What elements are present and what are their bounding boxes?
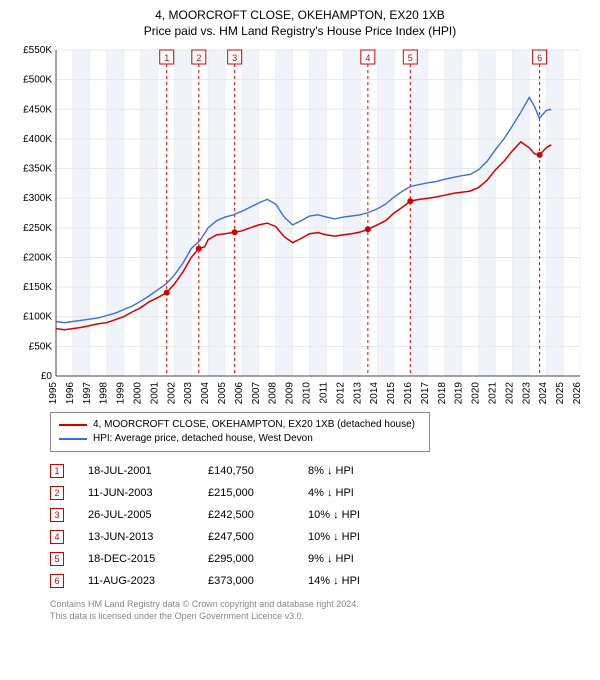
sales-table: 1 18-JUL-2001£140,7508% ↓ HPI 2 11-JUN-2003… — [50, 460, 592, 592]
svg-text:2019: 2019 — [454, 382, 465, 404]
legend-swatch — [59, 424, 87, 426]
legend-label: HPI: Average price, detached house, West… — [93, 432, 313, 446]
sale-price: £373,000 — [208, 575, 308, 587]
svg-text:1: 1 — [164, 53, 169, 63]
svg-text:£350K: £350K — [23, 164, 52, 175]
svg-text:2022: 2022 — [504, 382, 515, 404]
sale-date: 18-JUL-2001 — [88, 465, 208, 477]
svg-text:2023: 2023 — [521, 382, 532, 404]
legend-swatch — [59, 438, 87, 440]
sale-date: 26-JUL-2005 — [88, 509, 208, 521]
svg-text:2011: 2011 — [318, 382, 329, 404]
sale-diff: 10% ↓ HPI — [308, 531, 428, 543]
legend-row: HPI: Average price, detached house, West… — [59, 432, 421, 446]
chart-container: 4, MOORCROFT CLOSE, OKEHAMPTON, EX20 1XB… — [0, 0, 600, 680]
svg-text:2005: 2005 — [217, 382, 228, 404]
legend-row: 4, MOORCROFT CLOSE, OKEHAMPTON, EX20 1XB… — [59, 418, 421, 432]
svg-text:2025: 2025 — [555, 382, 566, 404]
svg-text:1996: 1996 — [65, 382, 76, 404]
sales-row: 4 13-JUN-2013£247,50010% ↓ HPI — [50, 526, 592, 548]
svg-text:2004: 2004 — [200, 382, 211, 404]
sale-diff: 10% ↓ HPI — [308, 509, 428, 521]
svg-text:2013: 2013 — [352, 382, 363, 404]
chart: £0 £50K £100K £150K £200K £250K £300K £350K £400… — [8, 44, 592, 404]
sale-marker-box: 5 — [50, 552, 64, 566]
svg-text:1999: 1999 — [116, 382, 127, 404]
svg-text:1998: 1998 — [99, 382, 110, 404]
svg-text:£450K: £450K — [23, 104, 52, 115]
footer-line2: This data is licensed under the Open Gov… — [50, 610, 592, 622]
sale-price: £247,500 — [208, 531, 308, 543]
sale-date: 13-JUN-2013 — [88, 531, 208, 543]
svg-text:2: 2 — [196, 53, 201, 63]
svg-text:2018: 2018 — [437, 382, 448, 404]
sale-price: £140,750 — [208, 465, 308, 477]
svg-text:2026: 2026 — [572, 382, 583, 404]
sale-diff: 4% ↓ HPI — [308, 487, 428, 499]
sales-row: 1 18-JUL-2001£140,7508% ↓ HPI — [50, 460, 592, 482]
footer: Contains HM Land Registry data © Crown c… — [50, 598, 592, 622]
svg-text:£400K: £400K — [23, 134, 52, 145]
svg-text:1995: 1995 — [48, 382, 59, 404]
svg-text:2009: 2009 — [285, 382, 296, 404]
svg-text:£150K: £150K — [23, 282, 52, 293]
svg-text:2001: 2001 — [149, 382, 160, 404]
sale-date: 11-JUN-2003 — [88, 487, 208, 499]
sale-date: 18-DEC-2015 — [88, 553, 208, 565]
svg-text:2015: 2015 — [386, 382, 397, 404]
svg-text:2008: 2008 — [268, 382, 279, 404]
svg-text:2002: 2002 — [166, 382, 177, 404]
svg-text:£200K: £200K — [23, 252, 52, 263]
svg-text:2000: 2000 — [133, 382, 144, 404]
svg-text:2016: 2016 — [403, 382, 414, 404]
svg-text:£100K: £100K — [23, 312, 52, 323]
svg-text:2010: 2010 — [302, 382, 313, 404]
svg-text:£500K: £500K — [23, 75, 52, 86]
svg-text:£550K: £550K — [23, 45, 52, 56]
svg-text:2007: 2007 — [251, 382, 262, 404]
sale-diff: 9% ↓ HPI — [308, 553, 428, 565]
svg-text:3: 3 — [232, 53, 237, 63]
svg-text:£250K: £250K — [23, 223, 52, 234]
legend: 4, MOORCROFT CLOSE, OKEHAMPTON, EX20 1XB… — [50, 412, 430, 452]
sale-marker-box: 4 — [50, 530, 64, 544]
sales-row: 6 11-AUG-2023£373,00014% ↓ HPI — [50, 570, 592, 592]
svg-text:2003: 2003 — [183, 382, 194, 404]
sale-diff: 14% ↓ HPI — [308, 575, 428, 587]
sale-diff: 8% ↓ HPI — [308, 465, 428, 477]
legend-label: 4, MOORCROFT CLOSE, OKEHAMPTON, EX20 1XB… — [93, 418, 415, 432]
footer-line1: Contains HM Land Registry data © Crown c… — [50, 598, 592, 610]
svg-text:2021: 2021 — [487, 382, 498, 404]
sale-marker-box: 2 — [50, 486, 64, 500]
svg-text:2024: 2024 — [538, 382, 549, 404]
title-address: 4, MOORCROFT CLOSE, OKEHAMPTON, EX20 1XB — [8, 8, 592, 22]
chart-svg: £0 £50K £100K £150K £200K £250K £300K £350K £400… — [8, 44, 588, 404]
sale-price: £295,000 — [208, 553, 308, 565]
sale-price: £242,500 — [208, 509, 308, 521]
svg-text:6: 6 — [537, 53, 542, 63]
svg-text:1997: 1997 — [82, 382, 93, 404]
sales-row: 3 26-JUL-2005£242,50010% ↓ HPI — [50, 504, 592, 526]
sale-marker-box: 1 — [50, 464, 64, 478]
titles: 4, MOORCROFT CLOSE, OKEHAMPTON, EX20 1XB… — [8, 8, 592, 38]
sale-date: 11-AUG-2023 — [88, 575, 208, 587]
sales-row: 5 18-DEC-2015£295,0009% ↓ HPI — [50, 548, 592, 570]
svg-text:2014: 2014 — [369, 382, 380, 404]
sales-row: 2 11-JUN-2003£215,0004% ↓ HPI — [50, 482, 592, 504]
svg-text:£50K: £50K — [29, 341, 53, 352]
svg-text:£300K: £300K — [23, 193, 52, 204]
svg-text:5: 5 — [408, 53, 413, 63]
svg-text:2020: 2020 — [471, 382, 482, 404]
sale-marker-box: 6 — [50, 574, 64, 588]
svg-text:2017: 2017 — [420, 382, 431, 404]
svg-text:2006: 2006 — [234, 382, 245, 404]
svg-text:2012: 2012 — [335, 382, 346, 404]
svg-text:£0: £0 — [41, 371, 53, 382]
sale-marker-box: 3 — [50, 508, 64, 522]
title-subtitle: Price paid vs. HM Land Registry's House … — [8, 24, 592, 38]
svg-text:4: 4 — [365, 53, 370, 63]
sale-price: £215,000 — [208, 487, 308, 499]
